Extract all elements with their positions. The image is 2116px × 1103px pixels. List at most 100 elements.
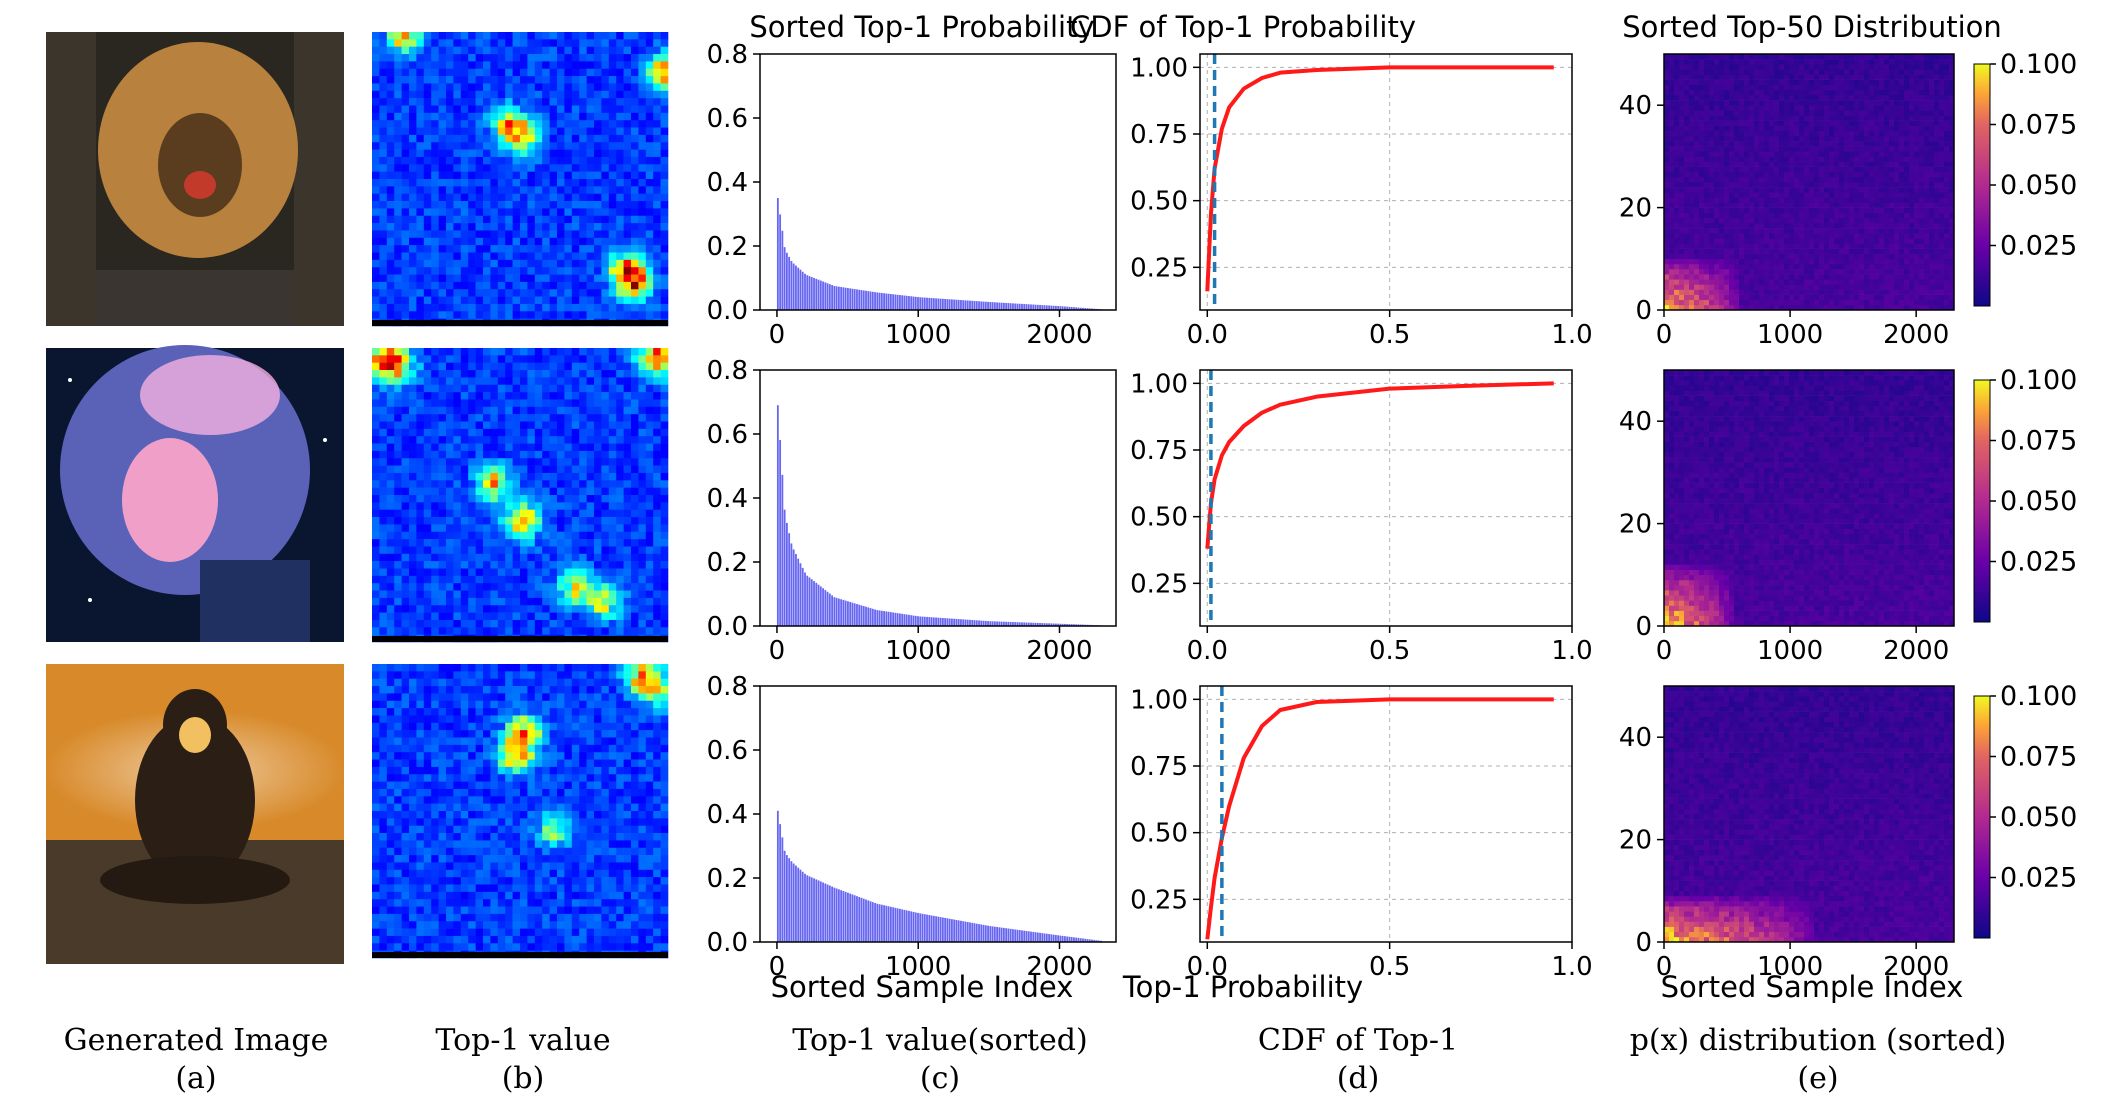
heatmap-cell (571, 274, 580, 283)
heatmap-cell (409, 811, 417, 819)
heatmap-cell (460, 899, 469, 907)
heatmap-cell (416, 83, 425, 92)
heatmap-cell (423, 928, 432, 937)
heatmap-cell (653, 39, 661, 47)
heatmap-cell (660, 583, 669, 591)
heatmap-cell (446, 796, 454, 804)
heatmap-cell (631, 781, 639, 790)
heatmap-cell (372, 171, 380, 180)
heatmap-cell (601, 472, 610, 481)
heatmap-cell (594, 46, 602, 55)
heatmap-cell (542, 252, 550, 261)
heatmap-cell (653, 590, 661, 599)
heatmap-cell (549, 759, 558, 768)
heatmap-cell (401, 671, 410, 679)
heatmap-cell (468, 267, 476, 275)
heatmap-cell (386, 186, 395, 194)
heatmap-cell (638, 120, 647, 128)
heatmap-cell (490, 230, 499, 239)
heatmap-cell (490, 597, 499, 606)
heatmap-cell (497, 877, 506, 885)
heatmap-cell (460, 443, 469, 452)
heatmap-cell (631, 899, 639, 907)
heatmap-cell (549, 811, 558, 819)
heatmap-cell (379, 142, 388, 150)
heatmap-cell (394, 392, 402, 400)
heatmap-cell (616, 487, 624, 496)
heatmap-cell (616, 524, 624, 533)
heatmap-cell (379, 450, 388, 459)
heatmap-cell (490, 906, 499, 915)
heatmap-cell (542, 39, 550, 47)
heatmap-cell (616, 869, 624, 878)
heatmap-cell (475, 399, 484, 408)
heatmap-cell (623, 237, 632, 246)
heatmap-cell (431, 296, 439, 305)
heatmap-cell (586, 472, 595, 481)
heatmap-cell (394, 722, 402, 731)
heatmap-cell (475, 855, 484, 863)
bar (928, 297, 931, 310)
heatmap-cell (586, 83, 595, 92)
heatmap-cell (623, 68, 632, 77)
heatmap-cell (631, 561, 639, 569)
heatmap-cell (631, 774, 639, 782)
heatmap-cell (579, 142, 587, 150)
heatmap-cell (542, 715, 550, 724)
heatmap-cell (579, 855, 587, 863)
heatmap-cell (645, 752, 654, 760)
heatmap-cell (579, 421, 587, 430)
heatmap-cell (638, 186, 647, 194)
heatmap-cell (386, 935, 395, 944)
heatmap-cell (483, 524, 491, 533)
heatmap-cell (653, 913, 661, 922)
heatmap-cell (490, 899, 499, 907)
heatmap-cell (416, 414, 425, 422)
heatmap-cell (653, 399, 661, 408)
heatmap-cell (438, 752, 447, 760)
heatmap-cell (483, 877, 491, 885)
heatmap-cell (645, 781, 654, 790)
heatmap-cell (638, 553, 647, 562)
heatmap-cell (571, 921, 580, 929)
heatmap-cell (423, 421, 432, 430)
heatmap-cell (372, 597, 380, 606)
heatmap-cell (571, 627, 580, 635)
heatmap-cell (438, 458, 447, 466)
heatmap-cell (557, 575, 565, 584)
heatmap-cell (490, 149, 499, 158)
heatmap-cell (616, 465, 624, 474)
heatmap-cell (542, 708, 550, 716)
heatmap-cell (394, 921, 402, 929)
heatmap-cell (645, 311, 654, 319)
heatmap-cell (453, 392, 462, 400)
heatmap-cell (460, 597, 469, 606)
heatmap-cell (460, 539, 469, 547)
heatmap-cell (549, 201, 558, 209)
heatmap-cell (660, 252, 669, 261)
heatmap-cell (505, 730, 513, 738)
heatmap-cell (431, 112, 439, 121)
heatmap-cell (483, 708, 491, 716)
heatmap-cell (542, 450, 550, 459)
heatmap-cell (557, 935, 565, 944)
heatmap-cell (505, 759, 513, 768)
heatmap-cell (586, 546, 595, 555)
heatmap-cell (564, 149, 573, 158)
heatmap-cell (446, 891, 454, 900)
heatmap-cell (631, 303, 639, 312)
heatmap-cell (631, 752, 639, 760)
heatmap-cell (394, 311, 402, 319)
heatmap-cell (638, 502, 647, 510)
heatmap-cell (564, 171, 573, 180)
heatmap-cell (534, 406, 543, 415)
heatmap-cell (416, 686, 425, 694)
generated-image-lion (46, 32, 344, 326)
heatmap-cell (438, 311, 447, 319)
heatmap-cell (483, 855, 491, 863)
heatmap-cell (475, 766, 484, 775)
heatmap-cell (460, 223, 469, 231)
heatmap-cell (379, 708, 388, 716)
heatmap-cell (409, 68, 417, 77)
heatmap-cell (520, 568, 528, 577)
